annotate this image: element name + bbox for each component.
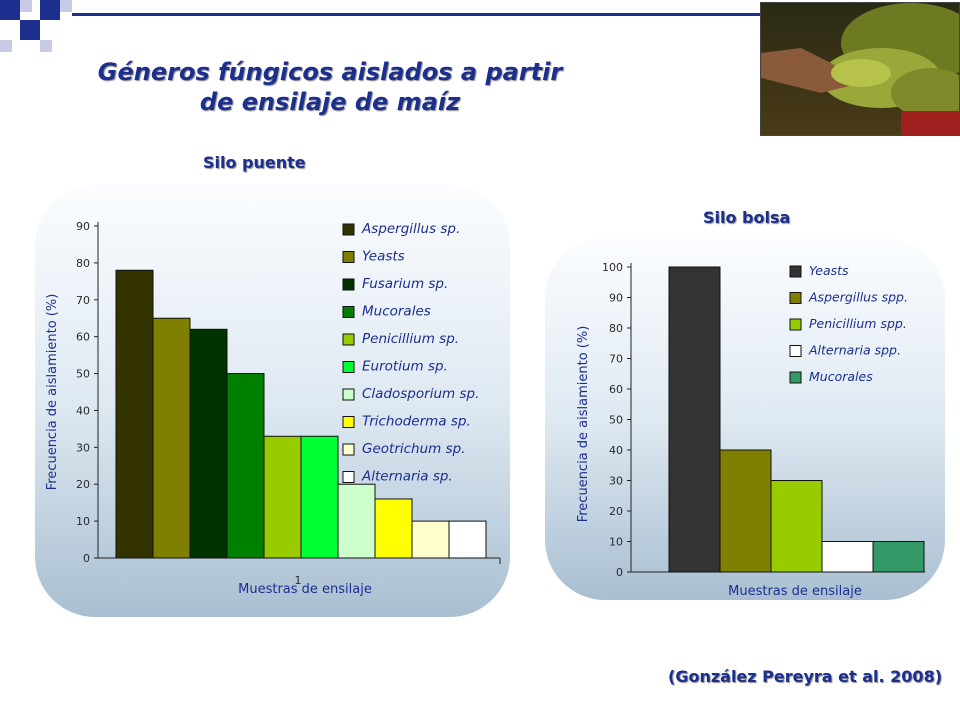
corner-square: [0, 0, 20, 20]
bar: [226, 373, 265, 559]
y-tick-label: 40: [76, 404, 90, 417]
legend-label: Yeasts: [809, 263, 849, 278]
legend-label: Yeasts: [362, 249, 405, 265]
legend-label: Cladosporium sp.: [362, 386, 479, 402]
corner-square: [0, 40, 12, 52]
legend-label: Penicillium sp.: [362, 331, 459, 347]
legend-swatch: [342, 278, 355, 291]
legend-swatch: [342, 223, 355, 236]
chart-2-y-axis-label: Frecuencia de aislamiento (%): [576, 326, 591, 523]
bar: [448, 520, 487, 559]
y-tick-label: 30: [76, 441, 90, 454]
corner-square: [20, 20, 40, 40]
legend-swatch: [342, 443, 355, 456]
corner-square: [20, 0, 32, 12]
header-rule: [72, 13, 960, 16]
legend-swatch: [342, 333, 355, 346]
y-tick-label: 20: [76, 478, 90, 491]
legend-swatch: [342, 251, 355, 263]
bar: [872, 541, 925, 573]
legend-swatch: [789, 265, 802, 278]
chart-2-subtitle: Silo bolsa: [703, 208, 791, 227]
legend-swatch: [789, 345, 802, 357]
legend-label: Penicillium spp.: [809, 316, 907, 331]
legend-swatch: [342, 388, 355, 401]
slide-title-line-1: Géneros fúngicos aislados a partir: [97, 58, 563, 86]
y-tick-label: 70: [76, 294, 90, 307]
y-tick-label: 20: [609, 505, 623, 518]
bar: [115, 269, 154, 559]
y-tick-label: 70: [609, 353, 623, 366]
legend-swatch: [789, 371, 802, 384]
bar: [189, 328, 228, 559]
legend-swatch: [789, 318, 802, 331]
bar: [770, 480, 823, 573]
y-tick-label: 0: [83, 552, 90, 565]
legend-label: Geotrichum sp.: [362, 441, 466, 457]
silage-photo: [760, 2, 960, 136]
chart-silo-bolsa: Frecuencia de aislamiento (%) Muestras d…: [576, 261, 925, 599]
y-tick-label: 60: [609, 383, 623, 396]
legend-label: Aspergillus sp.: [361, 221, 460, 237]
y-tick-label: 90: [609, 292, 623, 305]
legend-swatch: [342, 471, 355, 483]
y-tick-label: 90: [76, 220, 90, 233]
chart-2-x-axis-label: Muestras de ensilaje: [728, 584, 862, 599]
y-tick-label: 0: [616, 566, 623, 579]
corner-square: [60, 0, 72, 12]
y-tick-label: 80: [609, 322, 623, 335]
legend-label: Mucorales: [362, 304, 431, 320]
legend-label: Trichoderma sp.: [362, 414, 471, 430]
legend-label: Mucorales: [809, 369, 873, 384]
bar: [337, 483, 376, 559]
bar: [263, 435, 302, 559]
corner-square: [40, 40, 52, 52]
legend-swatch: [342, 361, 355, 373]
y-tick-label: 10: [76, 515, 90, 528]
y-tick-label: 30: [609, 475, 623, 488]
y-tick-label: 40: [609, 444, 623, 457]
legend-swatch: [342, 306, 355, 318]
legend-label: Fusarium sp.: [362, 276, 448, 292]
bar: [374, 498, 413, 559]
bar: [411, 520, 450, 559]
legend-swatch: [789, 292, 802, 304]
y-tick-label: 10: [609, 536, 623, 549]
legend-label: Aspergillus spp.: [808, 290, 908, 305]
citation: (González Pereyra et al. 2008): [668, 667, 943, 686]
bar: [719, 449, 772, 573]
legend-label: Alternaria spp.: [808, 343, 901, 358]
y-tick-label: 50: [76, 368, 90, 381]
chart-1-category-label: 1: [295, 574, 302, 587]
chart-1-y-axis-label: Frecuencia de aislamiento (%): [45, 294, 60, 491]
y-tick-label: 100: [602, 261, 623, 274]
chart-1-subtitle: Silo puente: [203, 153, 306, 172]
y-tick-label: 80: [76, 257, 90, 270]
chart-silo-puente: Frecuencia de aislamiento (%) Muestras d…: [45, 220, 501, 597]
slide-title-line-2: de ensilaje de maíz: [199, 88, 461, 116]
bar: [668, 266, 721, 573]
y-tick-label: 50: [609, 414, 623, 427]
bar: [152, 317, 191, 559]
legend-label: Eurotium sp.: [362, 359, 448, 375]
legend-label: Alternaria sp.: [361, 469, 453, 485]
chart-1-x-axis-label: Muestras de ensilaje: [238, 582, 372, 597]
legend-swatch: [342, 416, 355, 428]
bar: [300, 435, 339, 559]
y-tick-label: 60: [76, 331, 90, 344]
bar: [821, 541, 874, 573]
corner-square: [40, 0, 60, 20]
